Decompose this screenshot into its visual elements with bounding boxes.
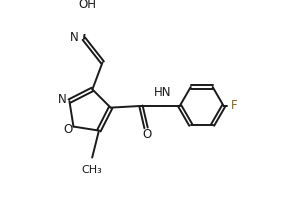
- Text: F: F: [230, 99, 237, 112]
- Text: HN: HN: [154, 86, 172, 99]
- Text: OH: OH: [78, 0, 96, 11]
- Text: N: N: [58, 93, 67, 106]
- Text: O: O: [142, 128, 152, 141]
- Text: N: N: [70, 32, 79, 44]
- Text: O: O: [63, 123, 72, 136]
- Text: CH₃: CH₃: [82, 165, 102, 175]
